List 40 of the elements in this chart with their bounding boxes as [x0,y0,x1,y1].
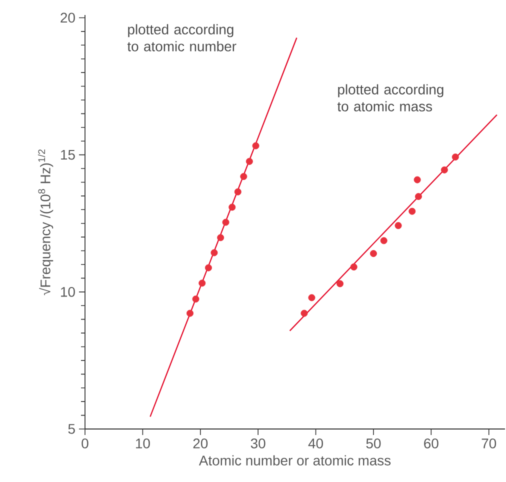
point [186,310,194,317]
point [394,222,402,230]
point [252,142,260,150]
x-tick-label: 30 [250,438,266,448]
y-tick-label: 15 [61,150,75,160]
x-tick-label: 70 [482,438,496,448]
point [228,204,236,211]
point [204,264,212,272]
x-tick-label: 0 [82,438,88,448]
y-axis-title: √Frequency /(10$^{8}$ Hz)$^{1/2}$ [38,149,54,296]
x-axis-title: Atomic number or atomic mass [198,455,391,466]
point [246,158,253,165]
x-tick-label: 50 [366,438,381,448]
point [222,218,230,226]
point [240,172,248,180]
point [380,237,388,244]
y-tick-label: 20 [60,12,75,23]
point [192,296,200,303]
point [234,188,242,196]
y-tick-label: 5 [68,424,75,434]
point [452,154,459,161]
annotation: plotted according to atomic number [127,24,236,52]
x-tick-label: 10 [136,438,150,448]
point [440,166,448,174]
point [336,280,344,288]
point [408,208,416,215]
point [370,250,377,258]
point [414,176,421,184]
point [308,294,316,302]
x-tick-label: 60 [424,438,438,448]
x-tick-label: 20 [193,438,208,448]
point [217,234,224,242]
annotation: plotted according to atomic mass [337,84,444,112]
point [210,249,218,256]
point [414,193,422,200]
point [198,280,206,287]
point [300,310,308,317]
x-tick-label: 40 [308,438,323,448]
y-tick-label: 10 [61,286,75,297]
point [350,263,358,270]
